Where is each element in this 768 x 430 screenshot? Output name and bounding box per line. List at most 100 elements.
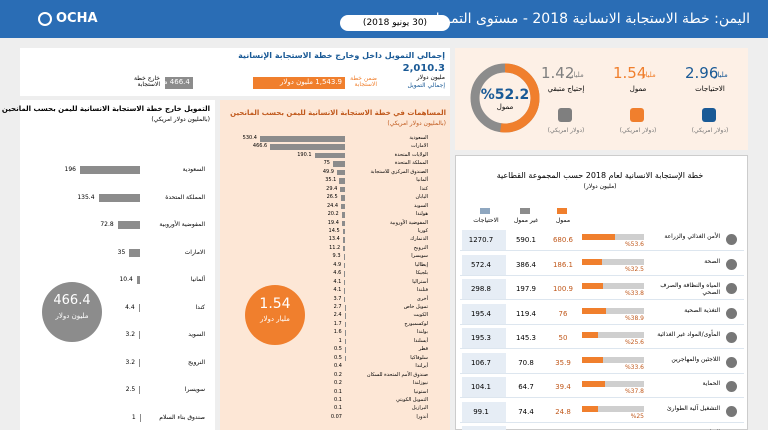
donor-name: الامارات xyxy=(184,248,205,256)
donor-value: 4.1 xyxy=(333,287,342,294)
funded: 186.1 xyxy=(552,260,574,269)
needs: 99.1 xyxy=(473,407,489,416)
needs: 1270.7 xyxy=(468,236,494,244)
unfunded: 119.4 xyxy=(515,309,537,318)
donor-bar xyxy=(340,195,345,201)
donor-bar xyxy=(339,178,345,184)
donor-name: استونيا xyxy=(413,388,428,395)
donor-name: كندا xyxy=(195,303,205,311)
bar-value: 1,543.9 مليون دولار xyxy=(280,78,342,86)
donor-value: 135.4 xyxy=(77,193,95,201)
unfunded: 64.7 xyxy=(518,383,534,391)
needs-cell xyxy=(462,328,506,348)
donor-bar xyxy=(342,237,345,243)
donor-name: التمويل الكويتي xyxy=(396,396,428,403)
donor-bar xyxy=(139,331,140,339)
bar-funded xyxy=(582,234,616,240)
donor-value: 0.5 xyxy=(333,354,342,361)
donor-name: المملكة المتحدة xyxy=(394,160,428,167)
donor-name: السعودية xyxy=(409,135,428,141)
cluster-name: اللاجئين والمهاجرين xyxy=(671,355,720,363)
cluster-name: التغذية الصحية xyxy=(684,306,720,314)
outside-subtitle: (بالمليون دولار امريكي) xyxy=(151,116,210,123)
stat-value: 2.96 xyxy=(685,64,719,82)
needs-cell xyxy=(462,352,506,373)
donor-bar xyxy=(342,228,345,235)
donor-name: نيوزلندا xyxy=(413,380,428,387)
donor-value: 3.2 xyxy=(125,331,136,338)
donor-name: السعودية xyxy=(182,166,205,173)
cluster-icon xyxy=(726,356,737,368)
donor-bar xyxy=(344,279,345,286)
donor-name: الولايات المتحدة xyxy=(394,151,428,158)
bar-funded xyxy=(582,307,607,314)
donor-value: 10.4 xyxy=(119,276,133,283)
stat-label: الاحتياجات xyxy=(695,85,725,93)
needs: 572.4 xyxy=(470,260,492,269)
donor-bar xyxy=(344,271,345,277)
donor-name: سلوفاكيا xyxy=(410,354,428,361)
bar-funded xyxy=(582,332,598,338)
row-line xyxy=(460,421,744,423)
needs: 106.7 xyxy=(470,358,492,367)
donor-value: 14.5 xyxy=(328,227,340,234)
donor-name: السويد xyxy=(188,331,205,338)
percent: %37.8 xyxy=(624,388,644,395)
stat-label: إحتياج متبقي xyxy=(547,85,585,93)
bar-track xyxy=(582,356,644,363)
bar-track xyxy=(582,405,644,412)
donor-name: البرازيل xyxy=(411,405,428,412)
total-bar xyxy=(165,77,193,89)
row-line xyxy=(460,250,744,251)
donor-bar xyxy=(332,161,345,167)
funded: 39.4 xyxy=(555,383,571,391)
donor-value: 0.07 xyxy=(330,413,342,420)
percent: %53.6 xyxy=(624,241,644,248)
donor-value: 0.1 xyxy=(334,405,342,412)
total-bar xyxy=(252,77,345,89)
donor-bar xyxy=(138,303,140,312)
donor-bar xyxy=(343,245,345,252)
funded: 76 xyxy=(558,309,568,318)
stat-value: 1.42 xyxy=(541,64,575,82)
donor-bar xyxy=(314,152,345,159)
donor-name: أيرلندا xyxy=(415,363,428,370)
percent: %25 xyxy=(630,412,644,420)
donor-bar xyxy=(98,193,140,202)
row-line xyxy=(460,323,744,325)
cluster-icon xyxy=(726,234,737,245)
donor-bar xyxy=(129,248,140,257)
date-box xyxy=(340,15,450,31)
bar-funded xyxy=(582,405,598,412)
unfunded: 386.4 xyxy=(515,260,537,269)
percent: %32.5 xyxy=(624,265,644,273)
donor-name: إيطاليا xyxy=(415,261,428,268)
total-value: 2,010.3 xyxy=(402,63,445,74)
donor-name: كوريا xyxy=(417,227,428,234)
row-line xyxy=(460,372,744,374)
donor-name: صندوق بناء السلام xyxy=(159,413,205,421)
cluster-icon xyxy=(726,283,737,294)
donor-name: المفوضية الأوروبية xyxy=(159,221,205,228)
donor-name: السويد xyxy=(414,202,428,209)
donor-name: الصندوق المركزي للاستجابة xyxy=(370,168,429,175)
inside-total: 1.54 xyxy=(259,296,291,312)
donor-value: 11.2 xyxy=(329,244,341,251)
donor-name: فنلندا xyxy=(416,287,428,294)
inside-circle xyxy=(245,285,305,345)
bar-funded xyxy=(582,258,603,265)
donor-value: 29.4 xyxy=(326,185,338,192)
total-label: إجمالي التمويل xyxy=(407,82,446,89)
funded: 24.8 xyxy=(555,407,571,416)
donor-bar xyxy=(139,358,140,367)
donor-name: ألمانيا xyxy=(190,276,205,283)
clusters-title: خطة الإستجابة الانسانية لعام 2018 حسب ال… xyxy=(496,171,704,180)
donor-value: 75 xyxy=(323,160,330,167)
funded: 100.9 xyxy=(552,285,574,293)
needs-cell xyxy=(462,401,506,422)
inside-title: المساهمات في خطة الاستجابة الانسانية للي… xyxy=(230,109,446,117)
outside-total: 466.4 xyxy=(53,293,91,308)
cluster-name: المياه والنظافة والصرف الصحي xyxy=(660,282,720,297)
donor-name: تمويل خاص xyxy=(403,304,428,310)
